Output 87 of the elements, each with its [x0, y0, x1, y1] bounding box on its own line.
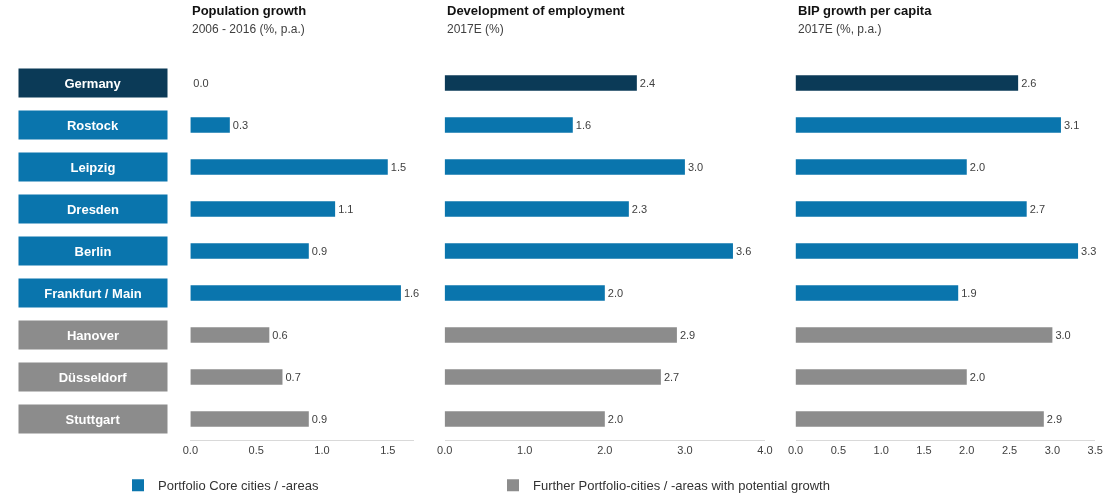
- bar: [795, 201, 1027, 217]
- bar: [190, 201, 336, 217]
- data-label: 1.9: [961, 287, 977, 299]
- data-label: 2.9: [1046, 413, 1063, 425]
- chart-subtitle: 2017E (%): [447, 22, 504, 36]
- data-label: 3.3: [1081, 245, 1097, 257]
- x-tick-label: 1.0: [517, 444, 533, 457]
- chart-subtitle: 2006 - 2016 (%, p.a.): [192, 22, 305, 36]
- x-tick-label: 0.5: [830, 444, 846, 457]
- data-label: 0.6: [272, 329, 288, 341]
- data-label: 3.0: [687, 161, 704, 173]
- y-tick-label: Dresden: [66, 201, 120, 217]
- legend-label: Portfolio Core cities / -areas: [158, 478, 319, 494]
- y-tick-label: Düsseldorf: [58, 369, 128, 385]
- bar: [444, 201, 629, 217]
- data-label: 0.3: [232, 119, 249, 131]
- x-tick-label: 1.0: [873, 444, 889, 457]
- bar: [444, 411, 605, 427]
- x-tick-label: 1.5: [916, 444, 932, 457]
- data-label: 1.1: [338, 203, 354, 215]
- bar: [795, 75, 1019, 91]
- bar: [444, 117, 573, 133]
- x-tick-label: 0.0: [182, 444, 198, 457]
- bar: [795, 117, 1061, 133]
- y-tick-label: Hanover: [66, 327, 120, 343]
- chart-subtitle: 2017E (%, p.a.): [798, 22, 882, 36]
- data-label: 2.3: [631, 203, 648, 215]
- x-tick-label: 1.5: [380, 444, 396, 457]
- chart-title: Population growth: [192, 3, 307, 18]
- bar: [795, 411, 1044, 427]
- data-label: 1.5: [390, 161, 407, 173]
- y-tick-label: Leipzig: [70, 159, 116, 175]
- bar: [444, 75, 637, 91]
- y-tick-label: Germany: [64, 75, 122, 91]
- bar: [795, 243, 1079, 259]
- x-tick-label: 3.0: [677, 444, 693, 457]
- data-label: 3.1: [1063, 119, 1080, 131]
- x-tick-label: 0.0: [437, 444, 453, 457]
- x-tick-label: 2.5: [1001, 444, 1018, 457]
- x-tick-label: 3.0: [1044, 444, 1061, 457]
- data-label: 0.9: [311, 413, 328, 425]
- data-label: 2.4: [639, 77, 656, 89]
- x-tick-label: 3.5: [1087, 444, 1103, 457]
- data-label: 0.7: [285, 371, 301, 383]
- bar: [795, 369, 967, 385]
- data-label: 2.0: [607, 287, 624, 299]
- bar: [190, 369, 283, 385]
- data-label: 2.0: [969, 371, 986, 383]
- x-tick-label: 0.0: [787, 444, 804, 457]
- y-tick-label: Rostock: [66, 117, 120, 133]
- data-label: 2.7: [1029, 203, 1045, 215]
- x-tick-label: 0.5: [248, 444, 264, 457]
- data-label: 2.0: [607, 413, 624, 425]
- bar: [190, 411, 309, 427]
- bar: [795, 285, 959, 301]
- legend-label: Further Portfolio-cities / -areas with potential growth: [533, 478, 830, 494]
- bar: [190, 159, 388, 175]
- data-label: 2.0: [969, 161, 986, 173]
- bar: [795, 327, 1053, 343]
- bar: [444, 369, 661, 385]
- bar: [190, 243, 309, 259]
- y-tick-label: Frankfurt / Main: [44, 285, 142, 301]
- bar: [190, 327, 270, 343]
- bar: [190, 117, 230, 133]
- data-label: 3.0: [1055, 329, 1071, 341]
- chart-title: Development of employment: [447, 3, 626, 18]
- bar: [190, 285, 401, 301]
- chart-title: BIP growth per capita: [798, 3, 933, 18]
- data-label: 0.9: [311, 245, 328, 257]
- bar: [444, 327, 677, 343]
- data-label: 3.6: [735, 245, 752, 257]
- bar: [795, 159, 967, 175]
- y-tick-label: Berlin: [74, 243, 112, 259]
- x-tick-label: 2.0: [959, 444, 975, 457]
- bar: [444, 159, 685, 175]
- x-tick-label: 4.0: [757, 444, 773, 457]
- data-label: 2.6: [1021, 77, 1037, 89]
- data-label: 2.7: [663, 371, 680, 383]
- bar: [444, 285, 605, 301]
- y-tick-label: Stuttgart: [65, 411, 121, 427]
- data-label: 1.6: [403, 287, 420, 299]
- data-label: 1.6: [575, 119, 592, 131]
- x-tick-label: 2.0: [597, 444, 613, 457]
- x-tick-label: 1.0: [314, 444, 330, 457]
- bar: [444, 243, 733, 259]
- data-label: 2.9: [679, 329, 696, 341]
- data-label: 0.0: [193, 77, 209, 89]
